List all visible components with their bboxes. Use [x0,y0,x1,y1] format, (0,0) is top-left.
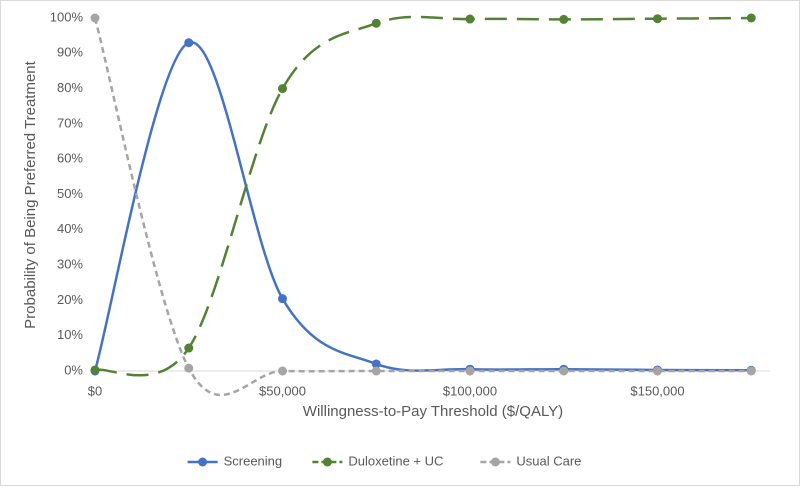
x-tick-label: $50,000 [259,383,306,398]
legend-label: Duloxetine + UC [348,453,443,468]
y-tick-label: 50% [57,186,83,201]
data-point [653,14,662,24]
y-tick-label: 90% [57,45,83,60]
x-tick-label: $100,000 [443,383,497,398]
y-tick-label: 0% [64,362,83,377]
y-tick-label: 100% [50,9,84,24]
data-point [90,13,100,23]
y-tick-label: 20% [57,292,83,307]
legend-marker [198,457,208,467]
y-tick-label: 40% [57,221,83,236]
data-point [184,363,194,373]
series-line [93,41,752,372]
x-tick-label: $0 [88,383,102,398]
data-point [278,294,287,304]
y-tick-label: 10% [57,327,83,342]
legend-marker [322,457,332,467]
y-tick-label: 60% [57,151,83,166]
y-tick-label: 80% [57,80,83,95]
x-tick-label: $150,000 [630,383,684,398]
legend-marker [490,457,500,467]
y-axis-title: Probability of Being Preferred Treatment [22,60,39,328]
legend-label: Screening [224,453,283,468]
data-point [278,84,287,94]
y-tick-label: 30% [57,257,83,272]
legend-label: Usual Care [516,453,581,468]
data-point [90,365,100,375]
data-point [278,366,287,376]
data-point [371,366,381,376]
data-point [371,18,381,28]
data-point [465,14,475,24]
data-point [559,14,569,24]
data-point [653,366,662,376]
y-tick-label: 70% [57,115,83,130]
data-point [184,38,194,48]
x-axis-title: Willingness-to-Pay Threshold ($/QALY) [303,403,563,420]
data-point [184,343,194,353]
data-point [465,366,475,376]
data-point [559,366,569,376]
data-point [371,359,381,369]
data-point [746,13,756,23]
data-point [746,366,756,376]
series-line [93,17,752,396]
